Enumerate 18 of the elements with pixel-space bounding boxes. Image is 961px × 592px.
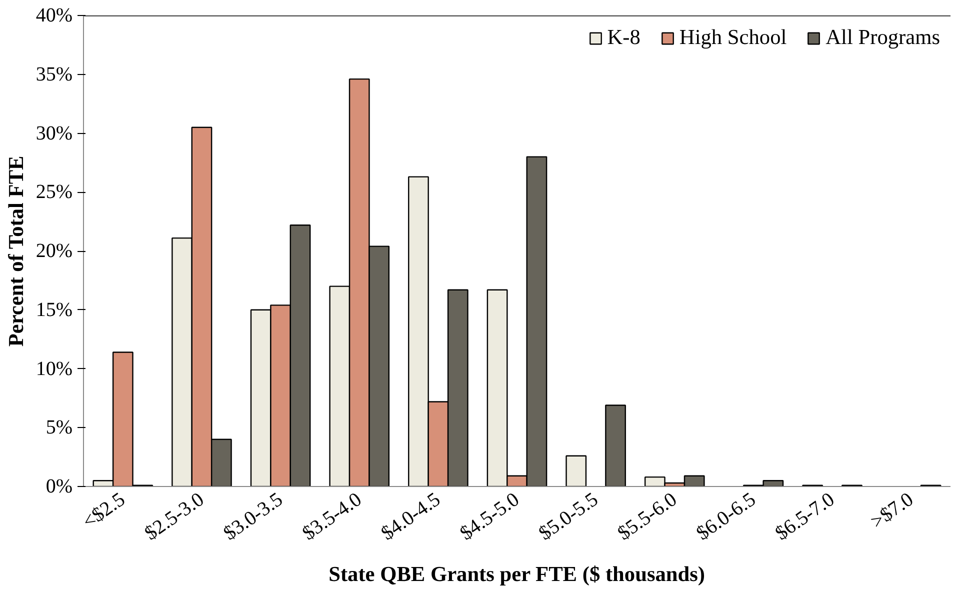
y-axis-title: Percent of Total FTE [4,156,28,347]
bar [566,455,587,486]
x-tick-label: >$7.0 [866,488,918,534]
legend-label: High School [679,25,787,50]
legend-label: All Programs [826,25,940,50]
y-tick-label: 15% [36,298,73,321]
legend-label: K-8 [607,25,640,50]
y-tick-label: 30% [36,122,73,144]
y-tick-label: 40% [36,4,73,26]
y-tick-label: 25% [36,181,73,204]
x-axis-title: State QBE Grants per FTE ($ thousands) [328,562,706,586]
y-tick-label: 20% [36,240,73,262]
y-tick-label: 35% [36,63,73,86]
y-tick-label: 10% [36,358,73,380]
y-tick-label: 0% [46,476,73,498]
x-tick-label: <$2.5 [78,488,130,534]
bar [605,404,626,486]
y-tick-label: 5% [46,416,73,439]
